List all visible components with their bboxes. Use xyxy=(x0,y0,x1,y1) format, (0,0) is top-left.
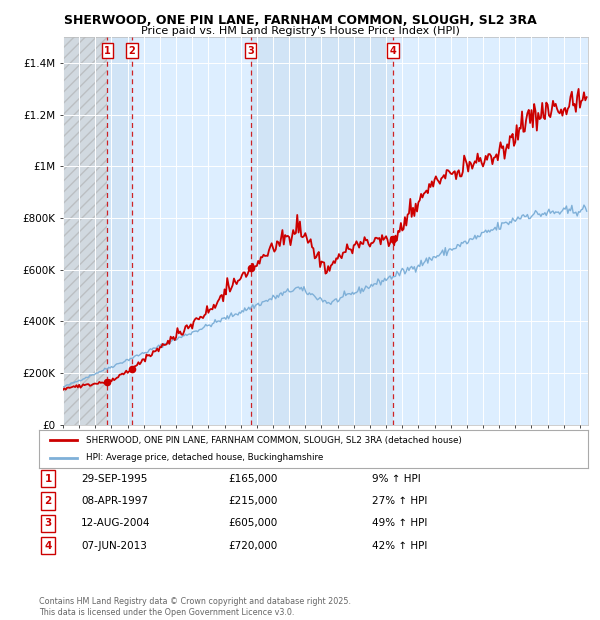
Bar xyxy=(63,37,107,425)
Text: SHERWOOD, ONE PIN LANE, FARNHAM COMMON, SLOUGH, SL2 3RA (detached house): SHERWOOD, ONE PIN LANE, FARNHAM COMMON, … xyxy=(86,435,461,445)
Text: Price paid vs. HM Land Registry's House Price Index (HPI): Price paid vs. HM Land Registry's House … xyxy=(140,26,460,36)
Text: 42% ↑ HPI: 42% ↑ HPI xyxy=(372,541,427,551)
Bar xyxy=(251,37,393,425)
Text: 07-JUN-2013: 07-JUN-2013 xyxy=(81,541,147,551)
Text: HPI: Average price, detached house, Buckinghamshire: HPI: Average price, detached house, Buck… xyxy=(86,453,323,463)
Text: 4: 4 xyxy=(390,46,397,56)
Text: 27% ↑ HPI: 27% ↑ HPI xyxy=(372,496,427,506)
Text: Contains HM Land Registry data © Crown copyright and database right 2025.
This d: Contains HM Land Registry data © Crown c… xyxy=(39,598,351,617)
Text: 1: 1 xyxy=(44,474,52,484)
Text: 2: 2 xyxy=(44,496,52,506)
Text: £605,000: £605,000 xyxy=(228,518,277,528)
Text: 12-AUG-2004: 12-AUG-2004 xyxy=(81,518,151,528)
Text: 9% ↑ HPI: 9% ↑ HPI xyxy=(372,474,421,484)
Text: 3: 3 xyxy=(44,518,52,528)
Text: 1: 1 xyxy=(104,46,111,56)
Text: £215,000: £215,000 xyxy=(228,496,277,506)
Text: SHERWOOD, ONE PIN LANE, FARNHAM COMMON, SLOUGH, SL2 3RA: SHERWOOD, ONE PIN LANE, FARNHAM COMMON, … xyxy=(64,14,536,27)
Text: 49% ↑ HPI: 49% ↑ HPI xyxy=(372,518,427,528)
Text: 3: 3 xyxy=(247,46,254,56)
Text: 08-APR-1997: 08-APR-1997 xyxy=(81,496,148,506)
Text: £720,000: £720,000 xyxy=(228,541,277,551)
Text: 2: 2 xyxy=(128,46,136,56)
Text: £165,000: £165,000 xyxy=(228,474,277,484)
Text: 4: 4 xyxy=(44,541,52,551)
Bar xyxy=(107,37,132,425)
Text: 29-SEP-1995: 29-SEP-1995 xyxy=(81,474,148,484)
